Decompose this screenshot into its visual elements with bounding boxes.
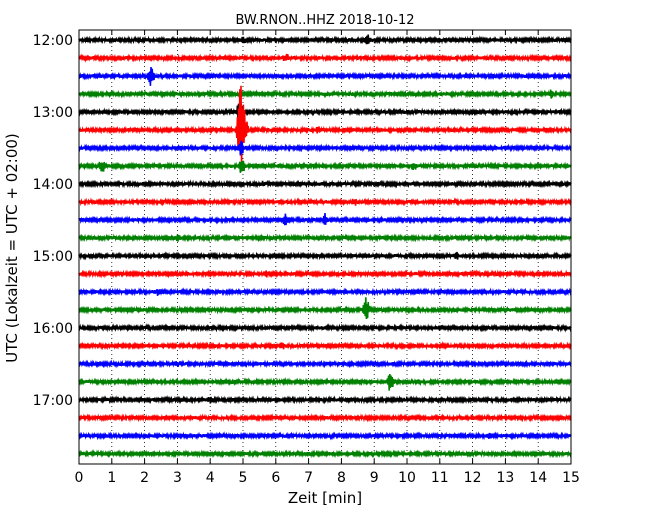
trace-1415 (78, 197, 572, 207)
trace-1645 (78, 373, 572, 391)
x-tick-label: 9 (370, 470, 379, 486)
trace-1315 (78, 85, 572, 167)
y-tick-label: 17:00 (33, 393, 73, 409)
x-tick-label: 15 (562, 470, 580, 486)
trace-1400 (78, 179, 572, 189)
trace-1630 (78, 359, 572, 369)
trace-1345 (78, 160, 572, 173)
x-tick-label: 1 (107, 470, 116, 486)
x-tick-label: 3 (173, 470, 182, 486)
y-tick-label: 14:00 (33, 177, 73, 193)
y-tick-label: 13:00 (33, 105, 73, 121)
trace-1245 (78, 89, 572, 99)
trace-1430 (78, 213, 572, 226)
trace-1300 (78, 103, 572, 121)
plot-frame (78, 29, 572, 465)
x-tick-label: 14 (529, 470, 547, 486)
trace-1330 (78, 140, 572, 156)
trace-1600 (78, 323, 572, 333)
trace-1715 (78, 413, 572, 423)
x-tick-label: 10 (398, 470, 416, 486)
x-tick-label: 8 (337, 470, 346, 486)
trace-1200 (78, 34, 572, 45)
x-tick-label: 0 (75, 470, 84, 486)
trace-1230 (78, 66, 572, 86)
y-tick-label: 15:00 (33, 249, 73, 265)
x-tick-label: 7 (304, 470, 313, 486)
trace-1500 (78, 251, 572, 261)
x-tick-label: 4 (206, 470, 215, 486)
trace-1745 (78, 449, 572, 459)
x-tick-label: 11 (431, 470, 449, 486)
trace-1545 (78, 297, 572, 320)
chart-title: BW.RNON..HHZ 2018-10-12 (235, 13, 414, 28)
trace-1515 (78, 269, 572, 279)
x-axis-label: Zeit [min] (288, 489, 362, 507)
tick-layer: 0 1 2 3 4 5 6 7 8 9 10 11 12 13 14 1512:0013:0014:0015:… (33, 30, 580, 486)
trace-1530 (78, 287, 572, 297)
x-tick-label: 5 (239, 470, 248, 486)
x-tick-label: 13 (496, 470, 514, 486)
trace-1700 (78, 394, 572, 405)
x-tick-label: 2 (140, 470, 149, 486)
x-tick-label: 12 (464, 470, 482, 486)
y-tick-label: 16:00 (33, 321, 73, 337)
y-tick-label: 12:00 (33, 33, 73, 49)
trace-layer (78, 34, 572, 459)
grid-layer (111, 30, 539, 464)
x-tick-label: 6 (271, 470, 280, 486)
y-axis-label: UTC (Lokalzeit = UTC + 02:00) (3, 133, 21, 363)
trace-1730 (78, 431, 572, 441)
trace-1445 (78, 233, 572, 243)
trace-1215 (78, 53, 572, 63)
trace-1615 (78, 341, 572, 351)
